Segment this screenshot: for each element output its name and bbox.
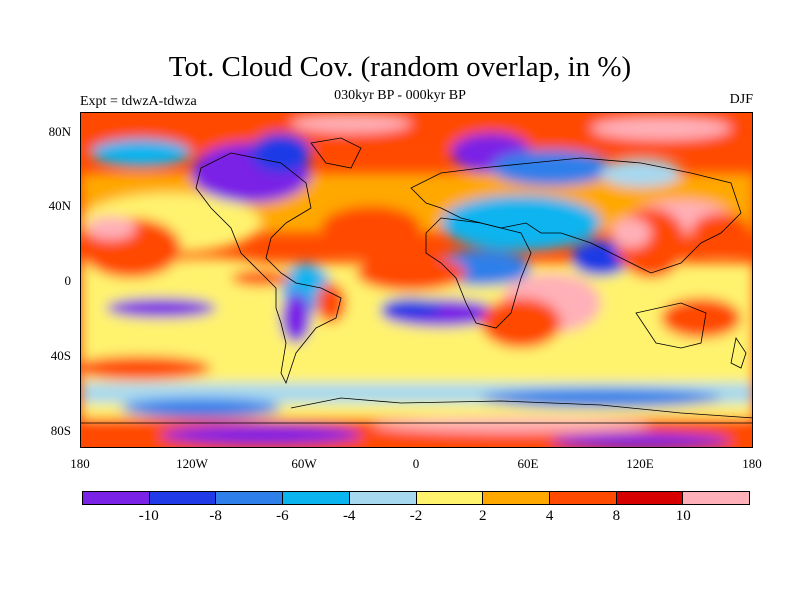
colorbar-label: -2 <box>409 508 423 524</box>
field-patches <box>81 113 752 447</box>
colorbar-label: -8 <box>209 508 222 524</box>
colorbar-swatch <box>616 492 684 504</box>
season-subtitle: DJF <box>729 92 753 107</box>
x-axis-label: 120E <box>626 456 654 471</box>
x-axis-label: 120W <box>176 456 208 471</box>
x-axis-label: 60W <box>291 456 317 471</box>
colorbar-swatch <box>283 492 350 504</box>
colorbar-swatch <box>416 492 484 504</box>
x-axis-label: 0 <box>412 456 420 471</box>
period-subtitle: 030kyr BP - 000kyr BP <box>334 88 466 103</box>
x-axis-label: 180 <box>70 456 90 471</box>
colorbar-swatch <box>549 492 617 504</box>
colorbar-label: -6 <box>276 508 289 524</box>
map-title: Tot. Cloud Cov. (random overlap, in %) <box>168 51 632 83</box>
colorbar <box>82 491 750 505</box>
colorbar-label: -10 <box>138 508 159 524</box>
y-axis-label: 40N <box>48 198 71 213</box>
y-axis-label: 40S <box>50 348 71 363</box>
x-axis-label: 180 <box>742 456 762 471</box>
colorbar-swatch <box>149 492 217 504</box>
coastlines <box>81 137 752 424</box>
colorbar-label: 8 <box>612 508 621 524</box>
colorbar-swatch <box>483 492 550 504</box>
colorbar-swatch <box>349 492 417 504</box>
colorbar-label: 2 <box>479 508 487 524</box>
colorbar-swatch <box>83 492 150 504</box>
y-axis-label: 0 <box>64 273 72 288</box>
y-axis-label: 80N <box>48 124 71 139</box>
x-axis-label: 60E <box>517 456 539 471</box>
colorbar-label: 4 <box>545 508 554 524</box>
map-plot-area <box>80 112 753 448</box>
colorbar-label: -4 <box>342 508 356 524</box>
y-axis-label: 80S <box>50 423 71 438</box>
experiment-subtitle: Expt = tdwzA-tdwza <box>80 94 197 109</box>
colorbar-swatch <box>216 492 284 504</box>
colorbar-swatch <box>683 492 750 504</box>
cloud-cover-field <box>81 113 752 447</box>
colorbar-label: 10 <box>675 508 691 524</box>
